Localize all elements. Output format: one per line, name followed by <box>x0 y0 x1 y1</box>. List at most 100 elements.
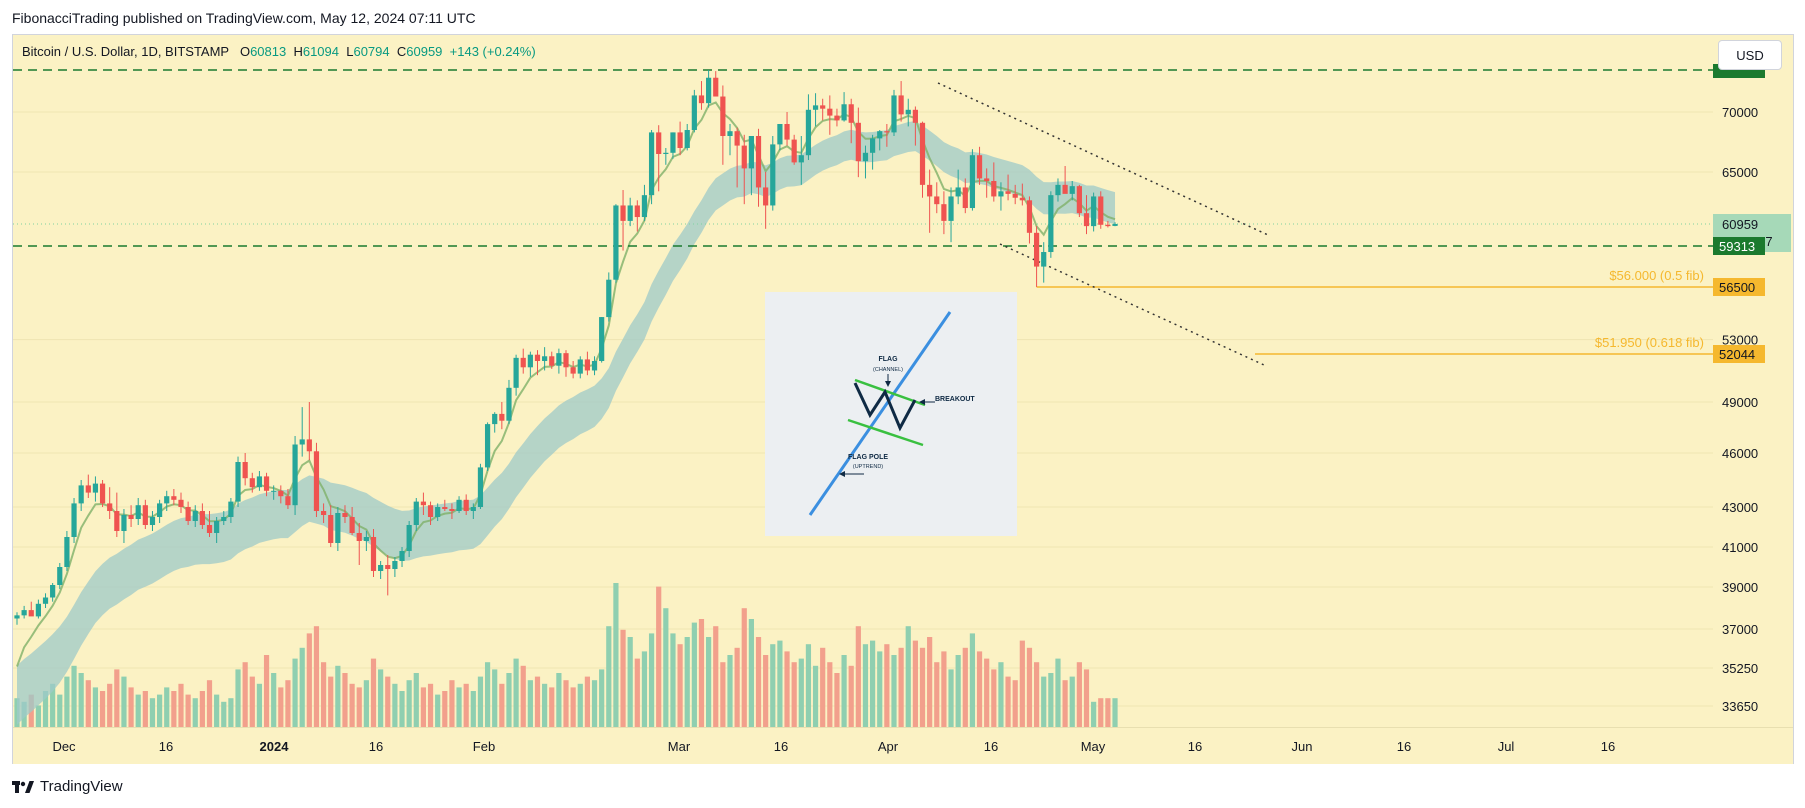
volume-bar <box>884 644 890 727</box>
candle-body <box>21 610 27 616</box>
candle-body <box>406 525 412 551</box>
x-tick-label-11: Jun <box>1292 739 1313 754</box>
volume-bar <box>199 691 205 727</box>
candle-body <box>1048 195 1054 253</box>
close-value: 60959 <box>406 44 443 59</box>
candle-body <box>313 451 320 511</box>
candle-body <box>463 499 469 511</box>
flag-sub-label: (CHANNEL) <box>873 367 903 373</box>
time-scale[interactable] <box>13 727 1793 764</box>
candle-body <box>292 444 298 506</box>
tradingview-logo-icon <box>12 780 34 793</box>
candle-body <box>984 178 990 182</box>
candle-body <box>1033 232 1040 267</box>
volume-bar <box>221 701 227 727</box>
volume-bar <box>470 691 476 727</box>
volume-bar <box>463 683 469 727</box>
volume-bar <box>713 626 719 727</box>
candle-body <box>549 356 555 366</box>
y-tick-label-8: 37000 <box>1722 622 1758 637</box>
volume-bar <box>542 683 548 727</box>
volume-bar <box>927 637 933 727</box>
volume-bar <box>599 669 605 727</box>
candle-body <box>199 511 205 525</box>
candle-body <box>634 205 640 218</box>
candle-body <box>670 132 676 153</box>
volume-bar <box>278 687 284 727</box>
candle-body <box>492 413 498 425</box>
candle-body <box>884 131 890 133</box>
volume-bar <box>677 644 683 727</box>
candle-body <box>620 205 626 221</box>
candle-body <box>392 561 398 569</box>
candle-body <box>342 513 348 517</box>
volume-bar <box>706 637 712 727</box>
volume-bar <box>1076 662 1082 727</box>
volume-bar <box>1112 698 1118 727</box>
candle-body <box>228 501 234 517</box>
candle-body <box>870 138 876 153</box>
volume-bar <box>1098 698 1104 727</box>
x-tick-label-13: Jul <box>1498 739 1515 754</box>
candle-body <box>185 507 191 521</box>
volume-bar <box>335 665 341 727</box>
volume-bar <box>634 658 640 727</box>
candle-body <box>214 521 220 533</box>
volume-bar <box>606 626 612 727</box>
volume-bar <box>763 655 769 727</box>
candle-body <box>271 490 277 492</box>
x-tick-label-10: 16 <box>1188 739 1202 754</box>
fib-price-box-0 <box>1713 278 1765 296</box>
volume-bar <box>684 637 690 727</box>
candle-body <box>1005 191 1011 194</box>
candle-body <box>92 483 99 493</box>
candle-body <box>777 124 783 145</box>
volume-bar <box>157 694 163 727</box>
volume-bar <box>378 669 384 727</box>
candle-body <box>1062 184 1068 194</box>
horizontal-levels: $56.000 (0.5 fib) $51.950 (0.618 fib) <box>13 69 1713 355</box>
change-value: +143 (+0.24%) <box>449 44 536 59</box>
volume-bar <box>492 669 498 727</box>
candle-body <box>527 354 533 368</box>
candle-body <box>912 109 918 123</box>
volume-bar <box>370 658 377 727</box>
volume-bar <box>1026 647 1033 727</box>
candle-body <box>142 505 148 525</box>
candle-body <box>335 513 341 543</box>
tradingview-brand[interactable]: TradingView <box>12 778 123 795</box>
candle-body <box>235 462 241 502</box>
candle-body <box>1041 252 1047 267</box>
low-value: 60794 <box>353 44 390 59</box>
candle-body <box>713 77 719 97</box>
x-tick-label-6: 16 <box>774 739 788 754</box>
candle-body <box>684 130 690 148</box>
volume-bar <box>691 622 697 727</box>
currency-button[interactable]: USD <box>1718 40 1782 70</box>
volume-bar <box>149 698 156 727</box>
volume-bar <box>299 647 305 727</box>
volume-bar <box>777 640 783 727</box>
candle-body <box>99 483 106 504</box>
candle-body <box>748 136 754 169</box>
candle-body <box>520 357 526 368</box>
volume-bar <box>142 691 148 727</box>
volume-bar <box>748 619 754 727</box>
candle-body <box>385 565 391 569</box>
volume-bar <box>1069 676 1075 727</box>
candle-body <box>149 517 156 525</box>
candle-body <box>720 96 726 136</box>
price-scale[interactable] <box>1713 35 1793 727</box>
candle-body <box>1012 193 1018 198</box>
price-labels: 6095916:48:07593135650052044 <box>1713 64 1791 363</box>
volume-bar <box>427 683 434 727</box>
candle-body <box>192 511 198 521</box>
y-tick-label-0: 70000 <box>1722 105 1758 120</box>
candle-body <box>784 124 790 140</box>
volume-bar <box>991 669 997 727</box>
candle-body <box>14 615 20 619</box>
y-tick-label-2: 53000 <box>1722 333 1758 348</box>
candle-body <box>363 537 369 541</box>
volume-bar <box>1055 658 1061 727</box>
